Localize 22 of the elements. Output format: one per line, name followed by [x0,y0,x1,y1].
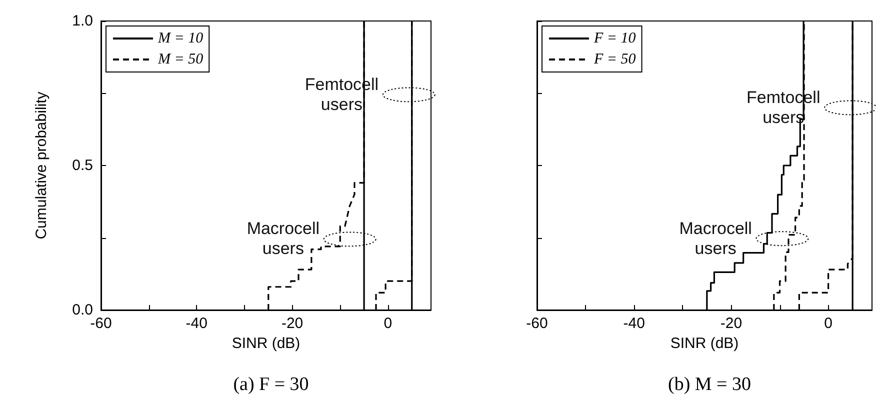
annotation: Macrocell users [246,219,320,260]
text: (b) M = 30 [668,374,752,395]
x-tick-label: -40 [186,315,208,332]
x-axis-title: SINR (dB) [232,335,300,352]
x-tick-label: 0 [824,315,832,332]
y-tick-label: 0.5 [72,157,93,174]
y-tick-label: 1.0 [72,12,93,30]
legend-label: F = 10 [593,30,636,46]
x-tick-label: -20 [281,315,304,332]
legend-label: F = 50 [593,52,636,68]
x-tick-label: 0 [384,315,392,332]
annotation: Macrocell users [679,218,752,259]
x-tick-label: -20 [720,315,742,332]
x-axis-title: SINR (dB) [670,335,739,352]
legend-label: M = 50 [157,52,204,68]
y-axis-title: Cumulative probability [33,91,50,240]
x-tick-label: -60 [526,315,548,332]
text: (a) F = 30 [233,374,309,395]
x-tick-label: -60 [90,315,112,332]
legend-label: M = 10 [157,30,204,46]
x-tick-label: -40 [623,315,645,332]
y-tick-label: 0.0 [72,302,93,318]
